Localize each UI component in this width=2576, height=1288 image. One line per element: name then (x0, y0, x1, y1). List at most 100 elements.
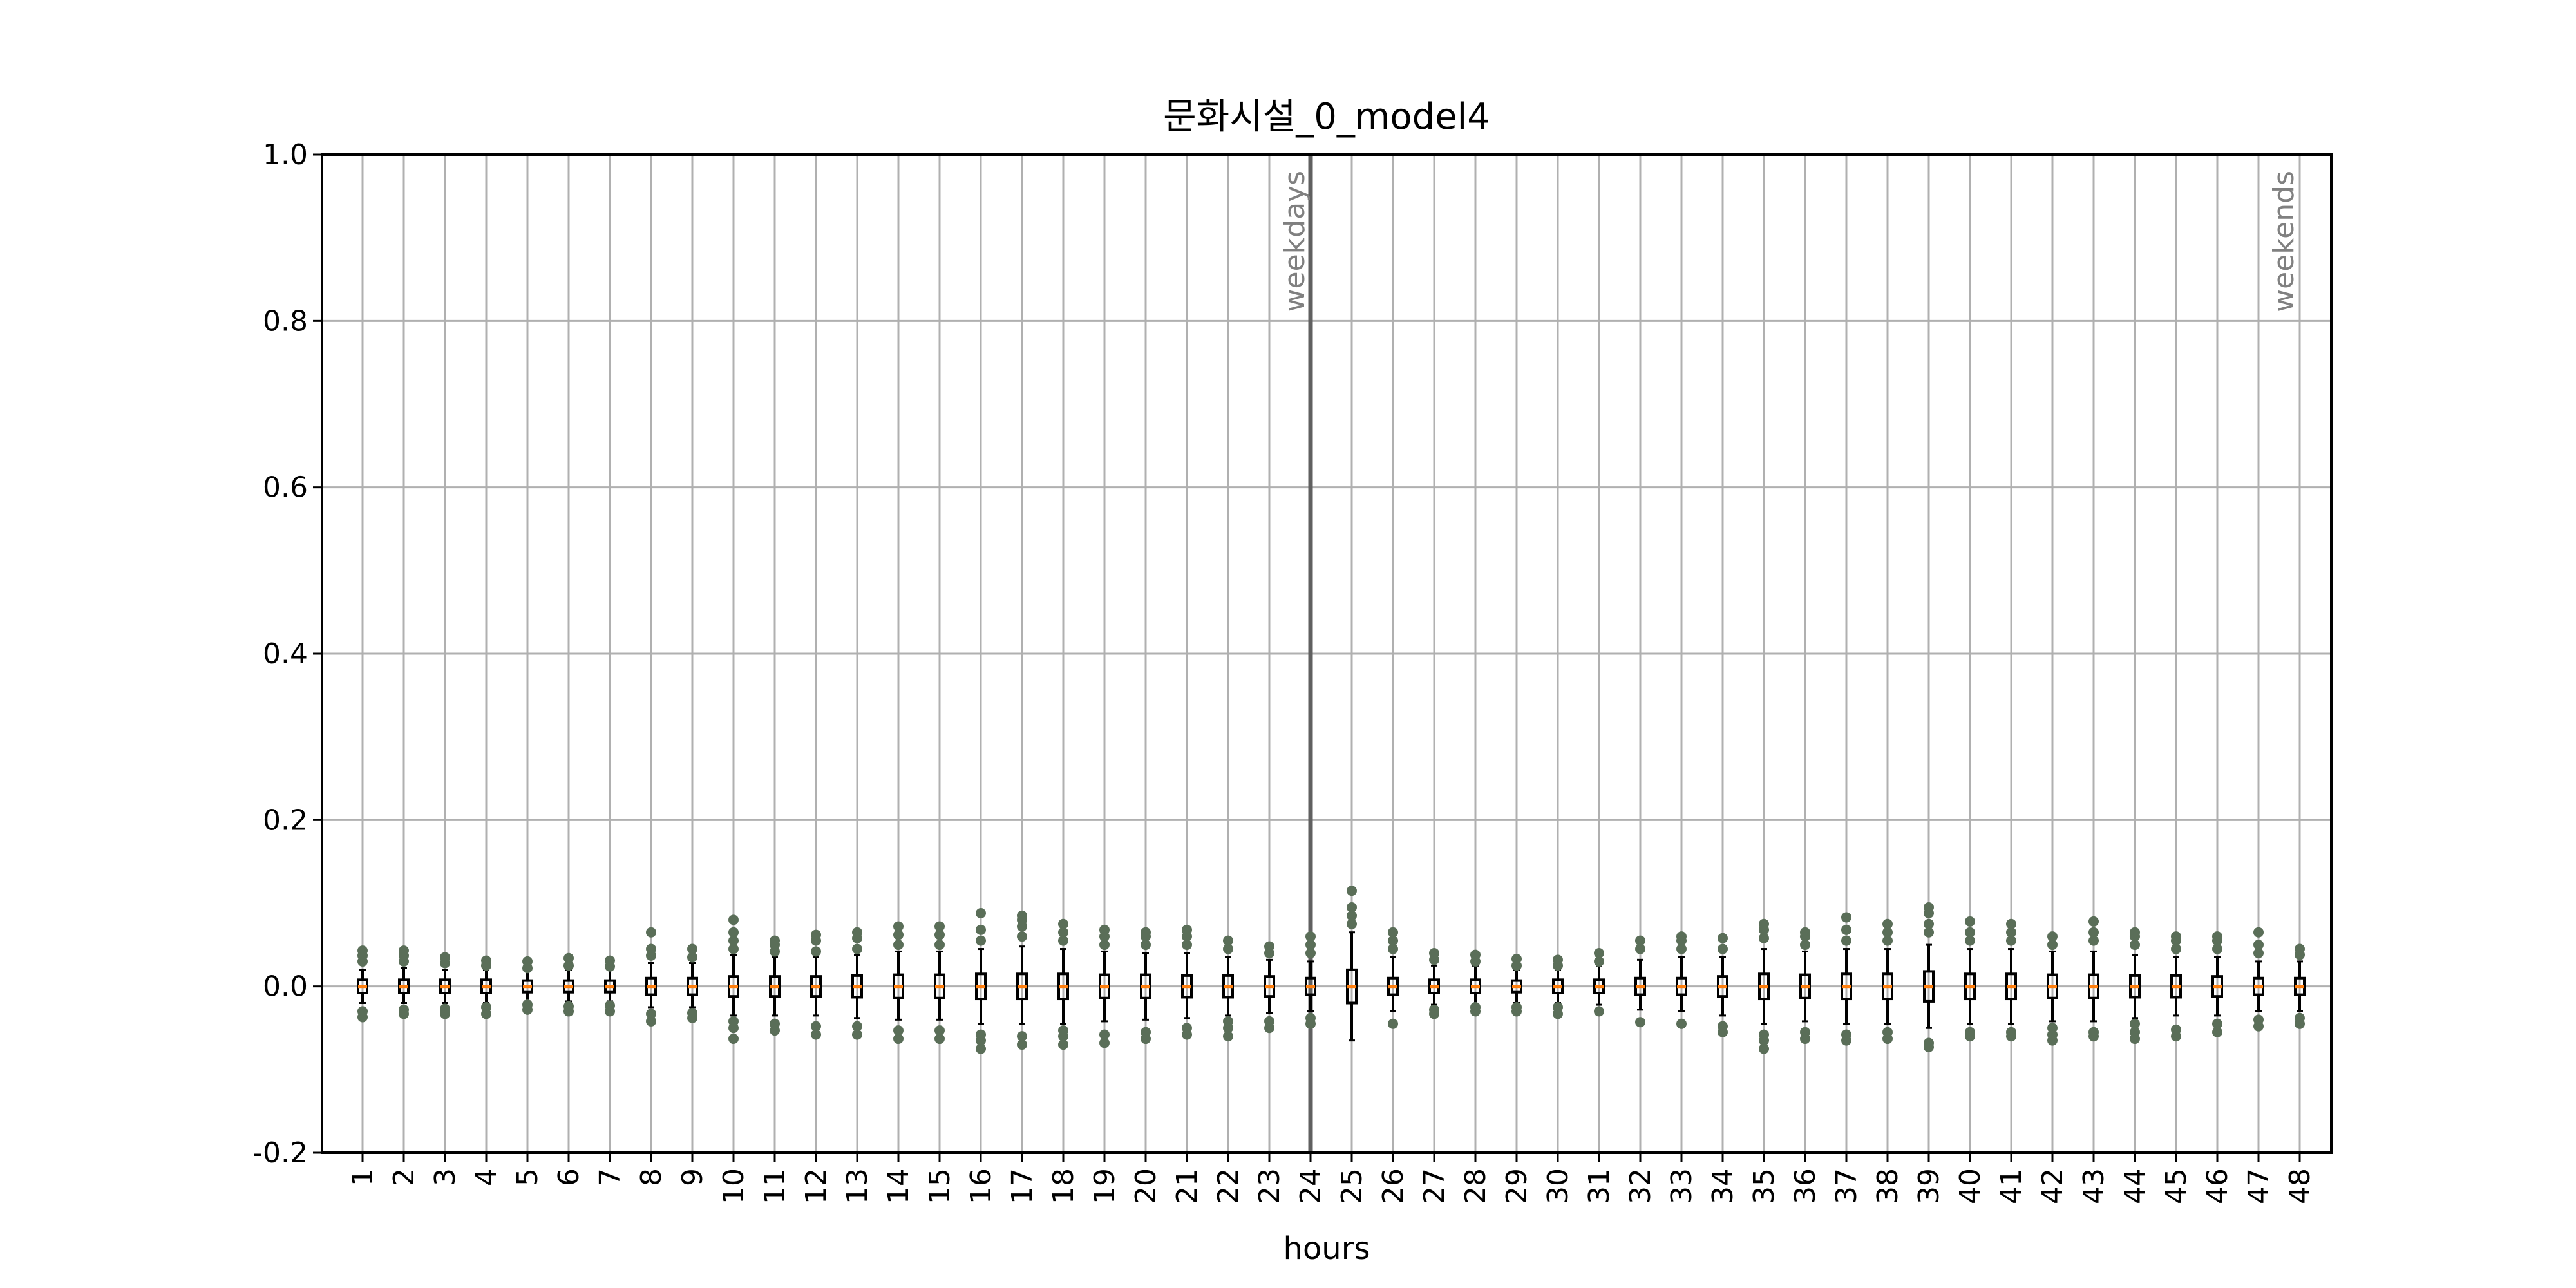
outlier-point (1347, 886, 1357, 896)
outlier-point (2171, 943, 2181, 954)
outlier-point (893, 929, 904, 940)
x-tick-label: 45 (2160, 1168, 2193, 1204)
outlier-point (1264, 941, 1274, 952)
box-hour-5 (522, 956, 533, 1015)
box-hour-20 (1140, 927, 1151, 1045)
outlier-point (976, 908, 986, 918)
outlier-point (399, 1004, 409, 1015)
x-tick-label: 32 (1624, 1168, 1657, 1204)
outlier-point (893, 921, 904, 932)
box-hour-33 (1676, 931, 1687, 1029)
outlier-point (1676, 931, 1687, 942)
outlier-point (1924, 918, 1934, 929)
outlier-point (1388, 935, 1398, 946)
box-hour-10 (728, 914, 739, 1045)
outlier-point (646, 943, 656, 954)
outlier-point (1965, 916, 1975, 927)
outlier-point (852, 1029, 862, 1040)
x-axis-label: hours (1283, 1231, 1370, 1267)
outlier-point (770, 935, 780, 946)
box-hour-11 (769, 935, 781, 1036)
box-hour-8 (645, 927, 657, 1027)
outlier-point (811, 1029, 821, 1040)
box-hour-6 (563, 952, 574, 1017)
x-tick-label: 10 (717, 1168, 750, 1204)
box-hour-39 (1923, 902, 1935, 1052)
outlier-point (2253, 948, 2264, 958)
x-tick-label: 14 (882, 1168, 915, 1204)
y-tick-label: 0.0 (263, 971, 308, 1003)
x-tick-label: 36 (1789, 1168, 1822, 1204)
outlier-point (1594, 948, 1604, 958)
x-tick-label: 6 (553, 1168, 585, 1186)
outlier-point (976, 924, 986, 935)
box-hour-23 (1264, 941, 1275, 1034)
x-tick-label: 16 (965, 1168, 998, 1204)
x-tick-label: 15 (923, 1168, 956, 1204)
outlier-point (1841, 1029, 1852, 1040)
x-tick-label: 47 (2242, 1168, 2275, 1204)
outlier-point (1470, 1001, 1481, 1012)
box-hour-7 (604, 955, 616, 1017)
outlier-point (2295, 1012, 2305, 1023)
outlier-point (934, 1034, 945, 1045)
outlier-point (2295, 943, 2305, 954)
x-tick-label: 25 (1336, 1168, 1368, 1204)
box-hour-3 (439, 952, 451, 1019)
outlier-point (728, 1034, 739, 1045)
outlier-point (2006, 935, 2016, 946)
outlier-point (1223, 1016, 1233, 1027)
outlier-point (1141, 940, 1151, 951)
box-hour-14 (893, 921, 904, 1045)
outlier-point (2130, 1027, 2140, 1037)
box-hour-43 (2088, 916, 2099, 1042)
outlier-point (1223, 943, 1233, 954)
outlier-point (1841, 924, 1852, 935)
outlier-point (1223, 1031, 1233, 1042)
outlier-point (357, 945, 368, 956)
outlier-point (2088, 1027, 2099, 1037)
x-tick-label: 27 (1418, 1168, 1451, 1204)
x-tick-label: 1 (346, 1168, 379, 1186)
box-hour-32 (1634, 935, 1646, 1028)
x-tick-label: 2 (388, 1168, 421, 1186)
box-hour-12 (810, 929, 822, 1040)
outlier-point (2006, 1027, 2016, 1037)
y-tick-label: 0.4 (263, 638, 308, 670)
box-hour-38 (1882, 918, 1893, 1045)
outlier-point (646, 1009, 656, 1019)
outlier-point (2047, 940, 2058, 951)
annotation-weekends: weekends (2268, 171, 2300, 312)
outlier-point (1511, 954, 1522, 965)
outlier-point (934, 921, 945, 932)
outlier-point (1800, 1027, 1810, 1037)
x-tick-label: 35 (1748, 1168, 1781, 1204)
outlier-point (1718, 943, 1728, 954)
outlier-point (976, 1029, 986, 1040)
outlier-point (728, 943, 739, 954)
outlier-point (2212, 1027, 2222, 1037)
box-hour-29 (1511, 954, 1522, 1017)
outlier-point (852, 1021, 862, 1032)
x-tick-label: 33 (1665, 1168, 1698, 1204)
outlier-point (564, 1001, 574, 1012)
x-tick-label: 37 (1830, 1168, 1863, 1204)
box-hour-35 (1758, 918, 1770, 1054)
outlier-point (481, 955, 491, 966)
outlier-point (2212, 931, 2222, 942)
outlier-point (1058, 927, 1068, 938)
outlier-point (1676, 943, 1687, 954)
outlier-point (1099, 940, 1110, 951)
outlier-point (2088, 916, 2099, 927)
outlier-point (1553, 1001, 1563, 1012)
x-tick-label: 31 (1583, 1168, 1616, 1204)
outlier-point (1635, 1017, 1645, 1028)
outlier-point (976, 935, 986, 946)
outlier-point (564, 960, 574, 971)
outlier-point (1800, 927, 1810, 938)
x-tick-label: 7 (594, 1168, 627, 1186)
x-tick-label: 38 (1871, 1168, 1904, 1204)
outlier-point (893, 1034, 904, 1045)
